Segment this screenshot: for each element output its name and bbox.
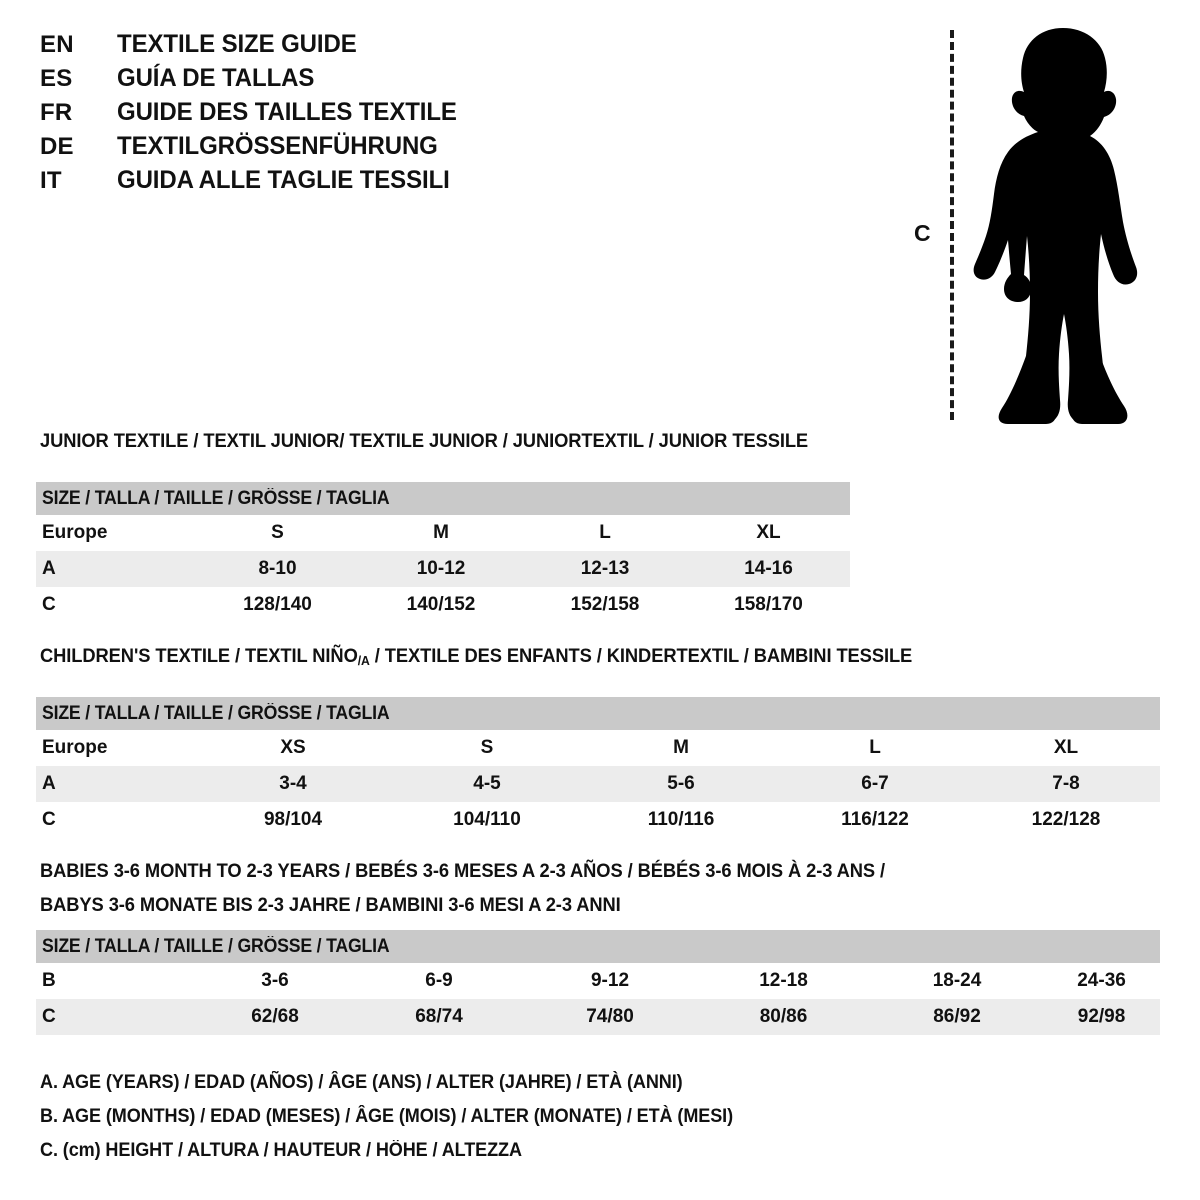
children-size-xs: XS	[196, 730, 390, 766]
children-row-c-value-3: 116/122	[778, 802, 972, 838]
babies-size-bar-label: SIZE / TALLA / TAILLE / GRÖSSE / TAGLIA	[36, 930, 1161, 963]
children-size-bar-row: SIZE / TALLA / TAILLE / GRÖSSE / TAGLIA	[36, 697, 1161, 730]
junior-row-a-value-0: 8-10	[196, 551, 359, 587]
language-title-es: GUÍA DE TALLAS	[117, 64, 315, 92]
toddler-silhouette-icon	[973, 28, 1138, 424]
babies-row-c-value-1: 68/74	[354, 999, 524, 1035]
section-title-children: CHILDREN'S TEXTILE / TEXTIL NIÑO/A / TEX…	[40, 645, 912, 668]
junior-row-c-value-1: 140/152	[359, 587, 523, 623]
junior-sizes-row-label: Europe	[36, 515, 196, 551]
junior-size-m: M	[359, 515, 523, 551]
junior-size-bar-row: SIZE / TALLA / TAILLE / GRÖSSE / TAGLIA	[36, 482, 850, 515]
junior-row-a-value-3: 14-16	[687, 551, 850, 587]
babies-row-c-label: C	[36, 999, 196, 1035]
section-title-babies-line1: BABIES 3-6 MONTH TO 2-3 YEARS / BEBÉS 3-…	[40, 860, 886, 882]
babies-row-c-value-0: 62/68	[196, 999, 354, 1035]
babies-row-b-value-5: 24-36	[1043, 963, 1161, 999]
babies-row-b-value-3: 12-18	[696, 963, 871, 999]
babies-row-b-value-2: 9-12	[524, 963, 696, 999]
babies-row-c-value-2: 74/80	[524, 999, 696, 1035]
language-title-block: EN TEXTILE SIZE GUIDE ES GUÍA DE TALLAS …	[40, 30, 640, 200]
children-row-a-value-4: 7-8	[972, 766, 1161, 802]
junior-row-c-value-3: 158/170	[687, 587, 850, 623]
section-title-children-subscript: /A	[357, 653, 370, 668]
children-row-a: A 3-4 4-5 5-6 6-7 7-8	[36, 766, 1161, 802]
children-sizes-row: Europe XS S M L XL	[36, 730, 1161, 766]
children-sizes-row-label: Europe	[36, 730, 196, 766]
language-code-fr: FR	[40, 99, 73, 126]
section-title-children-part2: / TEXTILE DES ENFANTS / KINDERTEXTIL / B…	[369, 645, 913, 667]
babies-row-c-value-5: 92/98	[1043, 999, 1161, 1035]
junior-sizes-row: Europe S M L XL	[36, 515, 850, 551]
children-row-a-value-1: 4-5	[390, 766, 584, 802]
junior-size-xl: XL	[687, 515, 850, 551]
language-row-it: IT GUIDA ALLE TAGLIE TESSILI	[40, 166, 640, 200]
language-row-de: DE TEXTILGRÖSSENFÜHRUNG	[40, 132, 640, 166]
babies-row-c-value-4: 86/92	[871, 999, 1043, 1035]
language-row-fr: FR GUIDE DES TAILLES TEXTILE	[40, 98, 640, 132]
language-code-es: ES	[40, 65, 73, 92]
children-size-table: SIZE / TALLA / TAILLE / GRÖSSE / TAGLIA …	[36, 697, 1161, 838]
children-row-c-value-2: 110/116	[584, 802, 778, 838]
language-code-en: EN	[40, 31, 74, 58]
junior-size-s: S	[196, 515, 359, 551]
section-title-children-part1: CHILDREN'S TEXTILE / TEXTIL NIÑO	[40, 645, 358, 667]
children-row-a-value-2: 5-6	[584, 766, 778, 802]
children-row-c-value-1: 104/110	[390, 802, 584, 838]
children-row-a-value-3: 6-7	[778, 766, 972, 802]
legend-block: A. AGE (YEARS) / EDAD (AÑOS) / ÂGE (ANS)…	[40, 1066, 940, 1168]
language-row-en: EN TEXTILE SIZE GUIDE	[40, 30, 640, 64]
children-row-a-value-0: 3-4	[196, 766, 390, 802]
babies-row-b-value-4: 18-24	[871, 963, 1043, 999]
section-title-babies-line2: BABYS 3-6 MONATE BIS 2-3 JAHRE / BAMBINI…	[40, 894, 621, 916]
language-title-fr: GUIDE DES TAILLES TEXTILE	[117, 98, 457, 126]
legend-line-a: A. AGE (YEARS) / EDAD (AÑOS) / ÂGE (ANS)…	[40, 1072, 683, 1093]
babies-row-c: C 62/68 68/74 74/80 80/86 86/92 92/98	[36, 999, 1161, 1035]
babies-row-b-value-0: 3-6	[196, 963, 354, 999]
junior-row-a-value-1: 10-12	[359, 551, 523, 587]
children-row-c-label: C	[36, 802, 196, 838]
junior-row-a-value-2: 12-13	[523, 551, 687, 587]
babies-size-table: SIZE / TALLA / TAILLE / GRÖSSE / TAGLIA …	[36, 930, 1161, 1035]
children-row-c-value-0: 98/104	[196, 802, 390, 838]
legend-line-b: B. AGE (MONTHS) / EDAD (MESES) / ÂGE (MO…	[40, 1106, 733, 1127]
junior-row-c-value-0: 128/140	[196, 587, 359, 623]
height-figure-area: C	[900, 12, 1160, 432]
children-size-l: L	[778, 730, 972, 766]
height-dashed-line	[950, 30, 954, 420]
children-size-xl: XL	[972, 730, 1161, 766]
babies-row-b-value-1: 6-9	[354, 963, 524, 999]
babies-row-b: B 3-6 6-9 9-12 12-18 18-24 24-36	[36, 963, 1161, 999]
junior-row-c: C 128/140 140/152 152/158 158/170	[36, 587, 850, 623]
language-title-it: GUIDA ALLE TAGLIE TESSILI	[117, 166, 450, 194]
language-row-es: ES GUÍA DE TALLAS	[40, 64, 640, 98]
babies-row-b-label: B	[36, 963, 196, 999]
children-row-c: C 98/104 104/110 110/116 116/122 122/128	[36, 802, 1161, 838]
children-row-a-label: A	[36, 766, 196, 802]
children-size-bar-label: SIZE / TALLA / TAILLE / GRÖSSE / TAGLIA	[36, 697, 1161, 730]
junior-size-l: L	[523, 515, 687, 551]
language-code-it: IT	[40, 167, 62, 194]
junior-row-c-value-2: 152/158	[523, 587, 687, 623]
children-size-m: M	[584, 730, 778, 766]
junior-row-a: A 8-10 10-12 12-13 14-16	[36, 551, 850, 587]
language-code-de: DE	[40, 133, 74, 160]
babies-row-c-value-3: 80/86	[696, 999, 871, 1035]
children-row-c-value-4: 122/128	[972, 802, 1161, 838]
babies-size-bar-row: SIZE / TALLA / TAILLE / GRÖSSE / TAGLIA	[36, 930, 1161, 963]
junior-size-bar-label: SIZE / TALLA / TAILLE / GRÖSSE / TAGLIA	[36, 482, 850, 515]
height-marker-label: C	[914, 220, 931, 246]
children-size-s: S	[390, 730, 584, 766]
legend-line-c: C. (cm) HEIGHT / ALTURA / HAUTEUR / HÖHE…	[40, 1140, 522, 1161]
junior-row-c-label: C	[36, 587, 196, 623]
junior-row-a-label: A	[36, 551, 196, 587]
language-title-de: TEXTILGRÖSSENFÜHRUNG	[117, 132, 438, 160]
section-title-junior: JUNIOR TEXTILE / TEXTIL JUNIOR/ TEXTILE …	[40, 430, 809, 452]
junior-size-table: SIZE / TALLA / TAILLE / GRÖSSE / TAGLIA …	[36, 482, 850, 623]
language-title-en: TEXTILE SIZE GUIDE	[117, 30, 357, 58]
